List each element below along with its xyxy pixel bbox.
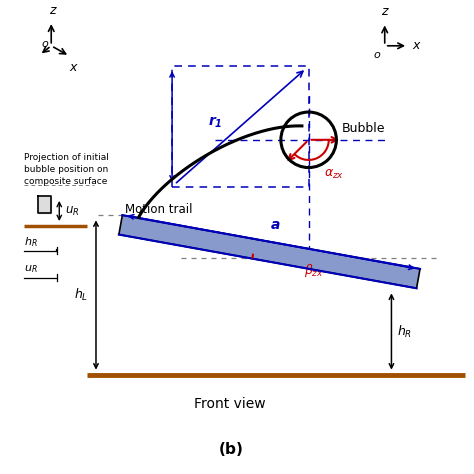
Polygon shape [38,196,51,213]
Text: $u_R$: $u_R$ [24,264,38,275]
Text: Motion trail: Motion trail [125,203,192,216]
Text: $\bfit{r_1}$: $\bfit{r_1}$ [209,114,223,129]
Text: Bubble: Bubble [342,122,385,135]
Text: $z$: $z$ [381,5,390,18]
Text: Front view: Front view [194,397,266,411]
Text: Projection of initial
bubble position on
composite surface: Projection of initial bubble position on… [24,153,109,186]
Text: $x$: $x$ [412,39,422,52]
Text: $x$: $x$ [69,61,79,74]
Text: $\bfit{a}$: $\bfit{a}$ [271,218,281,232]
Text: $o$: $o$ [41,39,49,49]
Text: $\beta_{zx}$: $\beta_{zx}$ [304,262,324,279]
Text: $u_R$: $u_R$ [64,204,79,218]
Text: $h_R$: $h_R$ [24,235,38,248]
Polygon shape [119,215,420,288]
Text: $\alpha_{zx}$: $\alpha_{zx}$ [324,167,345,181]
Text: $o$: $o$ [373,50,381,60]
Text: $h_L$: $h_L$ [73,287,88,303]
Text: $h_R$: $h_R$ [397,323,412,339]
Text: $z$: $z$ [49,4,57,17]
Text: $\mathbf{(b)}$: $\mathbf{(b)}$ [218,440,243,458]
